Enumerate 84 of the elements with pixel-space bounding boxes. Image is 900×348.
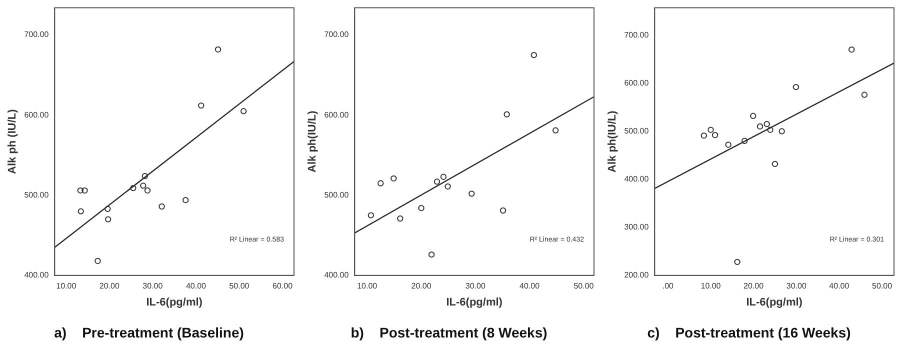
point <box>390 175 397 182</box>
x-tick-label: 40.00 <box>520 281 540 290</box>
x-tick-label: 50.00 <box>872 281 893 290</box>
point <box>725 142 732 148</box>
point <box>142 172 148 180</box>
point <box>214 46 222 53</box>
point <box>734 258 740 266</box>
x-axis-title: IL-6(pg/ml) <box>146 296 203 309</box>
y-tick-label: 400.00 <box>624 174 650 184</box>
point <box>792 84 800 90</box>
text: a) Pre-treatment (Baseline) <box>54 324 244 340</box>
point <box>861 92 868 98</box>
x-tick-label: .00 <box>662 281 674 290</box>
point <box>444 183 451 190</box>
point <box>130 184 136 192</box>
y-axis-title: Alk ph(IU/L) <box>606 110 619 172</box>
point <box>440 174 447 180</box>
x-axis-title: IL-6(pg/ml) <box>446 296 503 309</box>
x-tick-label: 20.00 <box>744 281 764 290</box>
y-tick-label: 500.00 <box>324 190 350 200</box>
point <box>741 138 748 144</box>
x-tick-label: 30.00 <box>465 281 486 290</box>
y-tick-label: 600.00 <box>24 110 50 120</box>
x-tick-label: 10.00 <box>357 281 378 290</box>
point <box>378 180 384 186</box>
point <box>140 182 146 189</box>
y-tick-label: 400.00 <box>24 270 50 280</box>
point <box>368 212 374 218</box>
x-tick-label: 60.00 <box>272 281 294 290</box>
point <box>418 205 424 212</box>
point <box>434 178 440 185</box>
point <box>468 190 475 197</box>
x-tick-label: 10.00 <box>56 281 77 290</box>
point <box>772 160 778 168</box>
point <box>158 203 165 210</box>
point <box>530 52 537 58</box>
point <box>764 120 770 128</box>
y-tick-label: 700.00 <box>624 30 650 40</box>
point <box>756 123 764 130</box>
y-tick-label: 500.00 <box>24 190 50 200</box>
y-tick-label: 500.00 <box>624 126 650 136</box>
point <box>78 208 84 214</box>
point <box>182 196 189 204</box>
text: b) Post-treatment (8 Weeks) <box>350 324 548 340</box>
y-tick-label: 400.00 <box>324 270 350 280</box>
y-tick-label: 600.00 <box>624 78 650 88</box>
point <box>105 216 112 222</box>
point <box>77 187 84 194</box>
y-tick-label: 700.00 <box>24 30 50 40</box>
x-axis-title: IL-6(pg/ml) <box>746 296 803 309</box>
point <box>104 206 111 212</box>
x-tick-label: 50.00 <box>574 281 594 290</box>
point <box>708 126 714 133</box>
point <box>712 132 718 138</box>
x-tick-label: 30.00 <box>142 281 164 290</box>
point <box>778 128 785 134</box>
y-axis-title: Alk ph (IU/L) <box>6 108 19 174</box>
point <box>198 102 204 109</box>
y-tick-label: 700.00 <box>324 30 350 40</box>
point <box>94 258 101 264</box>
point <box>767 126 774 133</box>
point <box>240 108 247 114</box>
y-axis-title: Alk ph(IU/L) <box>306 110 319 172</box>
point <box>144 187 151 194</box>
point <box>750 112 756 119</box>
x-tick-label: 30.00 <box>786 281 807 290</box>
point <box>504 111 510 118</box>
x-tick-label: 20.00 <box>99 281 120 290</box>
x-tick-label: 40.00 <box>829 281 850 290</box>
point <box>848 46 855 53</box>
x-tick-label: 10.00 <box>700 281 722 290</box>
x-tick-label: 20.00 <box>411 281 432 290</box>
point <box>500 207 506 214</box>
x-tick-label: 50.00 <box>229 281 250 290</box>
point <box>428 251 435 258</box>
point <box>700 132 708 139</box>
point <box>82 187 88 194</box>
point <box>552 127 559 134</box>
y-tick-label: 600.00 <box>324 110 350 120</box>
x-tick-label: 40.00 <box>186 281 207 290</box>
text: c) Post-treatment (16 Weeks) <box>647 324 851 340</box>
point <box>397 215 404 222</box>
y-tick-label: 300.00 <box>624 222 650 232</box>
y-tick-label: 200.00 <box>624 270 650 280</box>
